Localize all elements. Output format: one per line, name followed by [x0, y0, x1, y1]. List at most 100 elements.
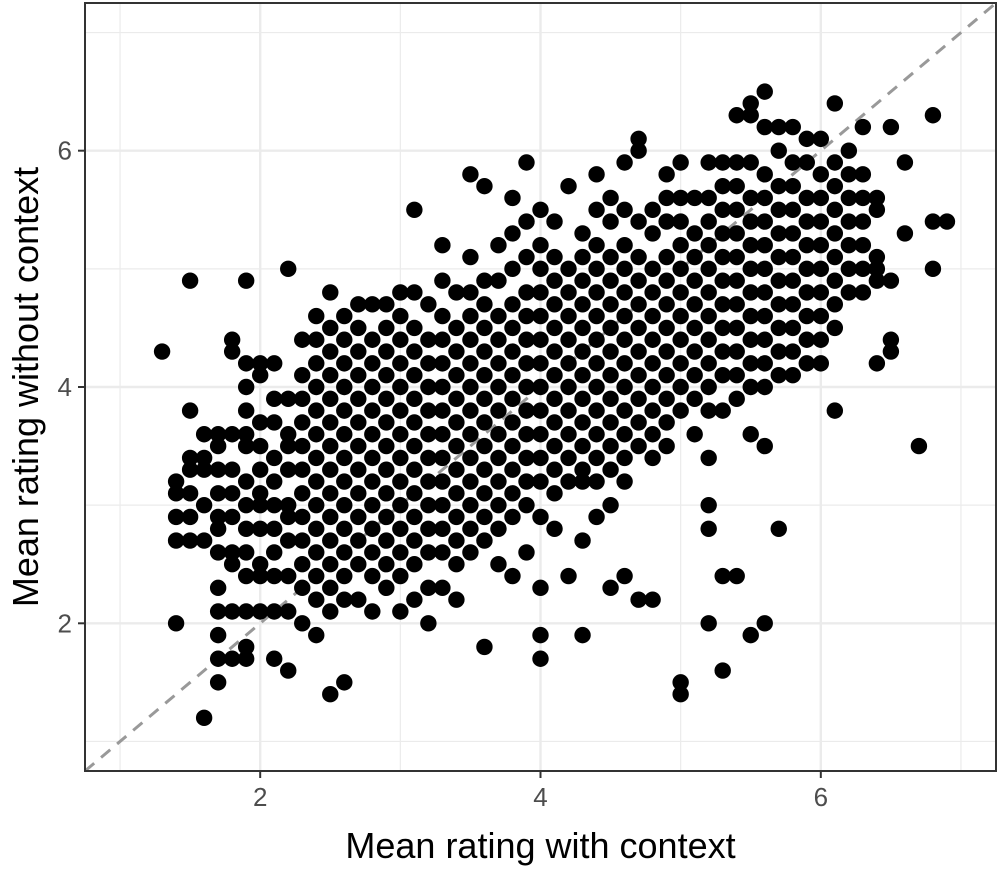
data-point [868, 248, 886, 266]
data-point [854, 166, 872, 183]
data-point [742, 355, 759, 372]
data-point [672, 402, 689, 419]
data-point [392, 355, 409, 372]
data-point [322, 366, 339, 384]
data-point [448, 556, 465, 573]
data-point [308, 496, 325, 514]
data-point [686, 296, 703, 313]
data-point [462, 496, 479, 514]
data-point [560, 567, 577, 585]
data-point [644, 426, 661, 443]
data-point [209, 461, 227, 478]
data-point [420, 296, 437, 313]
data-point [336, 496, 353, 514]
data-point [237, 437, 255, 455]
data-point [195, 532, 213, 549]
data-point [448, 508, 465, 526]
data-point [616, 426, 633, 443]
data-point [560, 473, 577, 490]
data-point [448, 343, 465, 360]
data-point [896, 154, 914, 171]
data-point [266, 567, 283, 585]
data-point [406, 591, 423, 608]
data-point [532, 650, 549, 667]
data-point [223, 508, 241, 526]
data-point [476, 296, 493, 313]
data-point [728, 567, 745, 585]
data-point [630, 130, 647, 148]
data-point [770, 248, 787, 266]
data-point [588, 355, 605, 372]
data-point [896, 225, 914, 242]
data-point [868, 189, 886, 207]
data-point [602, 496, 619, 514]
data-point [237, 520, 255, 537]
data-point [462, 378, 479, 396]
data-point [167, 615, 185, 632]
data-point [784, 272, 801, 289]
data-point [294, 556, 311, 573]
data-point [476, 437, 493, 455]
data-point [434, 237, 451, 254]
data-point [378, 390, 395, 408]
data-point [658, 414, 675, 431]
data-point [280, 508, 297, 526]
data-point [616, 260, 633, 278]
data-point [798, 260, 815, 278]
data-point [378, 343, 395, 360]
data-point [630, 319, 647, 337]
data-point [336, 449, 353, 467]
data-point [223, 426, 241, 443]
data-point [350, 437, 367, 455]
data-point [223, 603, 241, 620]
data-point [546, 248, 563, 266]
data-point [644, 355, 661, 372]
data-point [882, 272, 900, 289]
data-point [336, 331, 353, 348]
data-point [420, 544, 437, 561]
data-point [504, 343, 521, 360]
data-point [209, 674, 227, 691]
data-point [812, 307, 830, 325]
data-point [756, 378, 773, 396]
y-tick-label: 6 [58, 136, 72, 166]
data-point [181, 485, 199, 502]
data-point [462, 473, 479, 490]
data-point [798, 213, 815, 230]
data-point [574, 532, 591, 549]
data-point [826, 319, 844, 337]
data-point [364, 496, 381, 514]
data-point [406, 532, 423, 549]
data-point [840, 237, 858, 254]
data-point [546, 366, 563, 384]
data-point [826, 296, 844, 313]
data-point [532, 378, 549, 396]
data-point [798, 237, 815, 254]
data-point [518, 496, 535, 514]
data-point [280, 260, 297, 278]
data-point [588, 166, 605, 183]
data-point [714, 343, 731, 360]
data-point [756, 615, 773, 632]
data-point [658, 248, 675, 266]
data-point [336, 544, 353, 561]
data-point [434, 520, 451, 537]
data-point [237, 355, 255, 372]
data-point [462, 248, 479, 266]
data-point [644, 307, 661, 325]
data-point [448, 591, 465, 608]
data-point [812, 237, 830, 254]
data-point [434, 544, 451, 561]
data-point [364, 426, 381, 443]
data-point [784, 118, 801, 136]
data-point [504, 225, 521, 242]
data-point [308, 626, 325, 644]
data-point [504, 437, 521, 455]
data-point [490, 331, 507, 348]
data-point [308, 307, 325, 325]
data-point [784, 225, 801, 242]
data-point [588, 378, 605, 396]
data-point [195, 496, 213, 514]
data-point [546, 343, 563, 360]
data-point [630, 296, 647, 313]
